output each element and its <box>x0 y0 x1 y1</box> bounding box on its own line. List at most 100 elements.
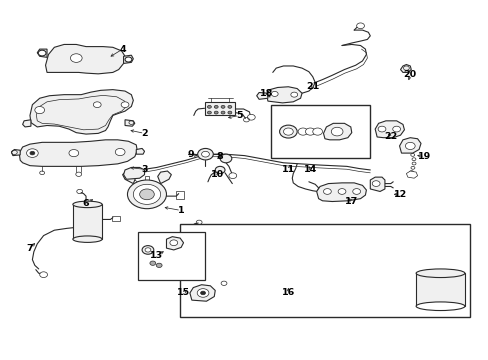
Circle shape <box>207 111 211 114</box>
Circle shape <box>150 261 156 265</box>
Text: 14: 14 <box>303 165 316 174</box>
Polygon shape <box>189 285 215 301</box>
Polygon shape <box>406 171 417 178</box>
Circle shape <box>156 263 162 267</box>
Text: 11: 11 <box>281 165 294 174</box>
Circle shape <box>323 189 330 194</box>
Polygon shape <box>30 90 133 134</box>
Polygon shape <box>158 171 171 184</box>
Bar <box>73 204 102 239</box>
Circle shape <box>140 189 154 200</box>
Text: 17: 17 <box>345 197 358 206</box>
Text: 12: 12 <box>393 190 407 199</box>
Circle shape <box>115 148 125 156</box>
Circle shape <box>197 289 208 297</box>
Text: 20: 20 <box>403 70 416 79</box>
Ellipse shape <box>415 269 464 278</box>
Bar <box>138 232 204 280</box>
Circle shape <box>220 154 231 163</box>
Text: 2: 2 <box>141 129 147 138</box>
Circle shape <box>352 189 360 194</box>
Circle shape <box>283 128 293 135</box>
Circle shape <box>125 57 132 62</box>
Circle shape <box>40 272 47 278</box>
Circle shape <box>93 102 101 108</box>
Polygon shape <box>11 149 20 156</box>
Circle shape <box>221 111 224 114</box>
Text: 6: 6 <box>82 199 89 208</box>
Polygon shape <box>22 120 31 127</box>
Circle shape <box>377 126 385 132</box>
Text: 10: 10 <box>211 170 224 179</box>
Text: 3: 3 <box>141 165 147 174</box>
Polygon shape <box>125 120 135 126</box>
Ellipse shape <box>415 302 464 311</box>
Polygon shape <box>123 167 144 179</box>
Circle shape <box>312 128 322 135</box>
Circle shape <box>169 240 177 246</box>
Text: 13: 13 <box>150 251 163 260</box>
Circle shape <box>298 128 307 135</box>
Circle shape <box>70 54 82 62</box>
Circle shape <box>35 107 44 114</box>
Ellipse shape <box>73 201 102 208</box>
Circle shape <box>227 111 231 114</box>
Circle shape <box>214 105 218 108</box>
Circle shape <box>337 189 345 194</box>
Bar <box>112 216 120 221</box>
Circle shape <box>279 125 297 138</box>
Circle shape <box>371 181 379 186</box>
Circle shape <box>207 105 211 108</box>
Bar <box>415 273 464 306</box>
Polygon shape <box>122 171 136 184</box>
Text: 1: 1 <box>178 206 184 215</box>
Text: 7: 7 <box>26 244 33 253</box>
Text: 5: 5 <box>236 111 243 120</box>
Polygon shape <box>400 64 410 72</box>
Polygon shape <box>266 87 302 103</box>
Polygon shape <box>256 93 267 99</box>
Circle shape <box>221 105 224 108</box>
Polygon shape <box>19 140 137 166</box>
Polygon shape <box>316 183 366 202</box>
Circle shape <box>330 127 342 136</box>
Text: 15: 15 <box>177 288 190 297</box>
Polygon shape <box>45 44 125 74</box>
Text: 9: 9 <box>187 150 194 159</box>
Text: 22: 22 <box>384 132 397 141</box>
Text: 21: 21 <box>305 82 319 91</box>
Circle shape <box>200 291 205 295</box>
Ellipse shape <box>73 236 102 242</box>
Circle shape <box>305 128 315 135</box>
Polygon shape <box>399 138 420 153</box>
Circle shape <box>271 91 278 96</box>
Circle shape <box>197 148 213 160</box>
Circle shape <box>30 151 35 155</box>
Bar <box>204 102 234 116</box>
Circle shape <box>405 142 414 149</box>
Polygon shape <box>166 237 183 250</box>
Bar <box>180 224 469 317</box>
Polygon shape <box>369 177 384 192</box>
Bar <box>271 105 369 158</box>
Polygon shape <box>37 49 47 57</box>
Circle shape <box>142 246 154 254</box>
Circle shape <box>145 248 151 252</box>
Circle shape <box>247 114 255 120</box>
Circle shape <box>121 102 129 108</box>
Circle shape <box>356 23 364 29</box>
Circle shape <box>127 180 166 209</box>
Text: 16: 16 <box>281 288 294 297</box>
Circle shape <box>133 184 160 204</box>
Circle shape <box>214 111 218 114</box>
Text: 8: 8 <box>216 152 223 161</box>
Polygon shape <box>323 123 351 140</box>
Circle shape <box>201 151 209 157</box>
Circle shape <box>228 173 236 179</box>
Polygon shape <box>136 148 144 154</box>
Polygon shape <box>123 55 133 63</box>
Circle shape <box>215 166 224 174</box>
Circle shape <box>38 50 46 56</box>
Text: 18: 18 <box>259 89 273 98</box>
Circle shape <box>26 149 38 157</box>
